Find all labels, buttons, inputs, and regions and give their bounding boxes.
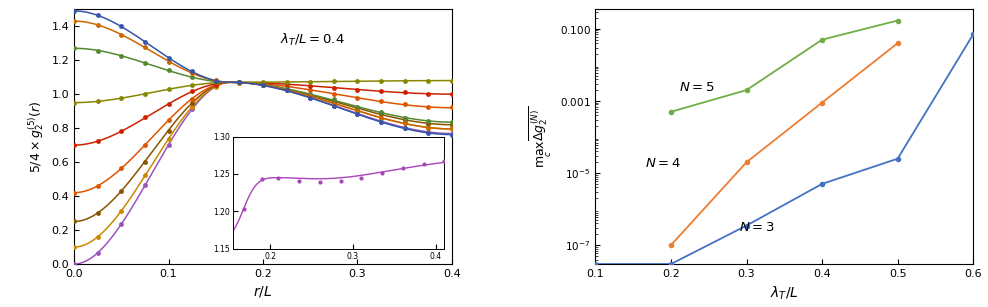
Text: $N = 4$: $N = 4$	[644, 157, 681, 170]
Text: $N = 3$: $N = 3$	[739, 221, 775, 234]
X-axis label: $r/L$: $r/L$	[253, 285, 273, 299]
Y-axis label: $5/4 \times g_2^{(5)}(r)$: $5/4 \times g_2^{(5)}(r)$	[27, 100, 45, 173]
Text: $N = 5$: $N = 5$	[679, 81, 714, 94]
Y-axis label: $\max_c \overline{\Delta g_2^{(N)}}$: $\max_c \overline{\Delta g_2^{(N)}}$	[528, 106, 554, 168]
Text: $\lambda_T/L = 0.4$: $\lambda_T/L = 0.4$	[280, 32, 345, 48]
X-axis label: $\lambda_T/L$: $\lambda_T/L$	[770, 285, 798, 302]
